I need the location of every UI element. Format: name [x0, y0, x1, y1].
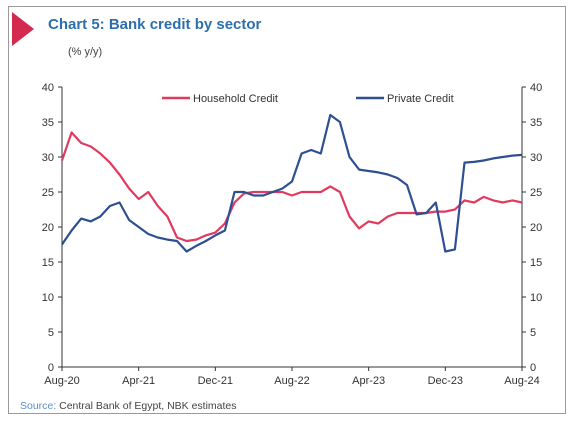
source-note: Source: Central Bank of Egypt, NBK estim…	[20, 400, 237, 412]
left-y-tick-label: 5	[48, 327, 54, 339]
left-y-tick-label: 0	[48, 362, 54, 374]
chart-title: Chart 5: Bank credit by sector	[48, 16, 262, 33]
left-y-tick-label: 30	[42, 152, 54, 164]
chart-legend: Household Credit Private Credit	[162, 93, 454, 105]
chart-axes: 0 0 5 5 10 10 15 15 20 20 25 25 30 30 35 35 40 40 Aug-20 Ap…	[42, 82, 543, 387]
left-y-tick-label: 20	[42, 222, 54, 234]
right-y-tick-label: 15	[530, 257, 542, 269]
right-y-tick-label: 25	[530, 187, 542, 199]
right-y-tick-label: 5	[530, 327, 536, 339]
legend-household-label: Household Credit	[193, 93, 278, 105]
left-y-tick-label: 35	[42, 117, 54, 129]
right-y-tick-label: 40	[530, 82, 542, 94]
right-y-tick-label: 0	[530, 362, 536, 374]
left-y-tick-label: 10	[42, 292, 54, 304]
flag-marker-icon	[12, 12, 34, 46]
right-y-tick-label: 30	[530, 152, 542, 164]
x-tick-label: Aug-20	[44, 375, 79, 387]
left-y-tick-label: 40	[42, 82, 54, 94]
source-text: Central Bank of Egypt, NBK estimates	[59, 400, 237, 412]
x-tick-label: Aug-22	[274, 375, 309, 387]
x-tick-label: Dec-21	[198, 375, 233, 387]
x-tick-label: Dec-23	[428, 375, 463, 387]
x-tick-label: Apr-21	[122, 375, 155, 387]
private-credit-line	[61, 113, 523, 253]
right-y-tick-label: 35	[530, 117, 542, 129]
source-label: Source:	[20, 400, 57, 412]
left-y-tick-label: 15	[42, 257, 54, 269]
left-y-tick-label: 25	[42, 187, 54, 199]
chart-frame	[8, 6, 566, 414]
right-y-tick-label: 20	[530, 222, 542, 234]
chart-unit-label: (% y/y)	[68, 46, 103, 58]
right-y-tick-label: 10	[530, 292, 542, 304]
x-tick-label: Aug-24	[504, 375, 539, 387]
household-credit-line	[60, 131, 523, 243]
x-tick-label: Apr-23	[352, 375, 385, 387]
legend-private-label: Private Credit	[387, 93, 454, 105]
chart-lines	[60, 113, 523, 253]
